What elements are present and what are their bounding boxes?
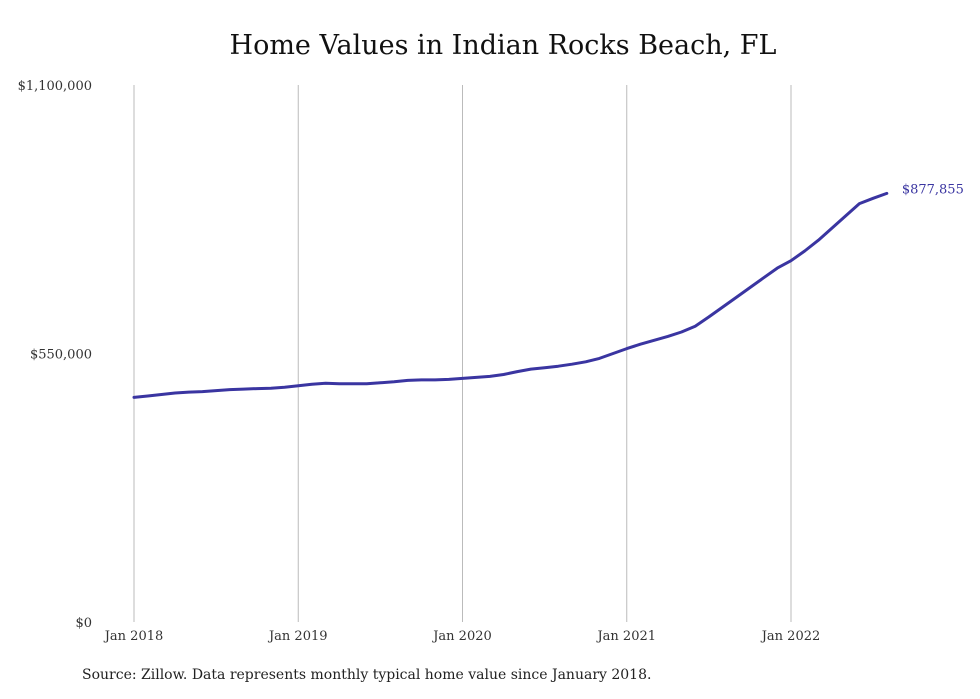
grid-lines	[133, 85, 792, 622]
x-tick-label: Jan 2021	[595, 629, 656, 644]
series-line	[132, 191, 889, 399]
y-axis-ticks: $0 $550,000 $1,100,000	[18, 79, 92, 631]
end-value-label: $877,855	[902, 182, 964, 197]
line-chart: $0$550,000$1,100,000 Jan 2018 Jan 2019 Jan…	[18, 79, 964, 644]
x-tick-label: Jan 2019	[267, 629, 328, 644]
series-group: $877,855	[132, 182, 964, 399]
x-tick-label: Jan 2022	[760, 629, 821, 644]
x-axis-ticks: Jan 2018 Jan 2019 Jan 2020 Jan 2021 Jan 2022	[103, 629, 821, 644]
x-tick-label: Jan 2020	[431, 629, 492, 644]
y-tick-label: $550,000	[30, 348, 92, 363]
chart-title: Home Values in Indian Rocks Beach, FL	[229, 30, 777, 61]
y-tick-label: $1,100,000	[18, 79, 92, 94]
x-tick-label: Jan 2018	[103, 629, 164, 644]
y-tick-label: $0	[75, 616, 92, 631]
source-note: Source: Zillow. Data represents monthly …	[82, 667, 652, 683]
